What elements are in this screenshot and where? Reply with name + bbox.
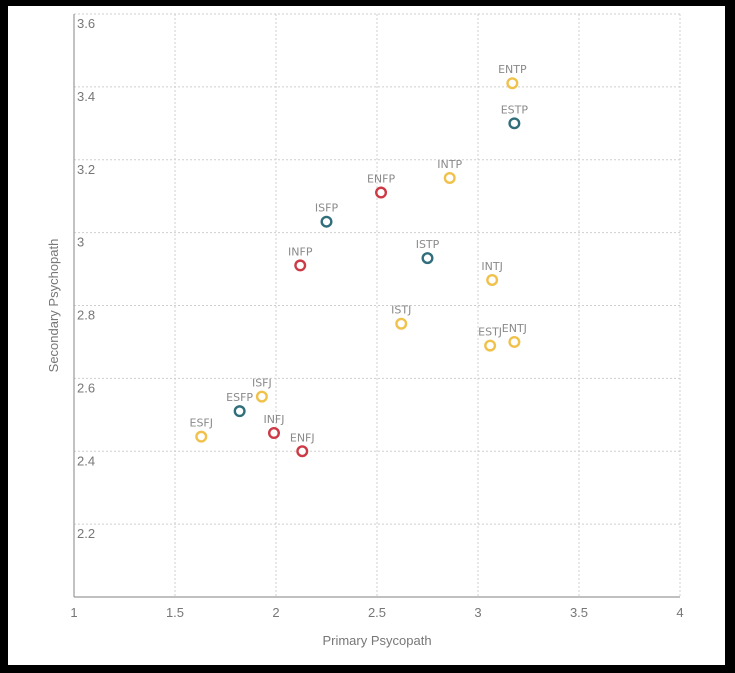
point-label-entj: ENTJ (502, 322, 527, 335)
x-tick-label: 4 (676, 605, 683, 620)
x-tick-label: 2.5 (368, 605, 386, 620)
axis-layer (73, 14, 680, 598)
point-label-esfj: ESFJ (190, 417, 214, 430)
point-label-intj: INTJ (481, 260, 502, 273)
x-tick-label: 1 (70, 605, 77, 620)
point-infp (294, 259, 307, 272)
point-label-estj: ESTJ (478, 326, 502, 339)
y-tick-label: 2.4 (77, 453, 95, 468)
y-axis-title: Secondary Psychopath (46, 239, 61, 373)
tick-label-layer: 1 1.5 2 2.5 3 3.5 4 2.2 2.4 2.6 2.8 3 3.2 3.4 3.6 (70, 16, 683, 620)
point-label-isfj: ISFJ (252, 377, 272, 390)
x-tick-label: 3 (474, 605, 481, 620)
y-tick-label: 2.2 (77, 526, 95, 541)
point-isfj (255, 390, 268, 403)
point-istp (421, 252, 434, 265)
grid-layer (74, 13, 681, 597)
point-enfj (296, 445, 309, 458)
point-esfp (233, 405, 246, 418)
scatter-chart: 1 1.5 2 2.5 3 3.5 4 2.2 2.4 2.6 2.8 3 3.2 3.4 3.6 ENTP… (46, 13, 684, 648)
y-tick-label: 2.6 (77, 380, 95, 395)
x-tick-label: 2 (272, 605, 279, 620)
point-infj (267, 427, 280, 440)
y-tick-label: 2.8 (77, 308, 95, 323)
point-label-istp: ISTP (416, 238, 440, 251)
point-layer: ENTP ESTP INTP ENFP ISFP ISTP INFP INTJ ISTJ ESTJ… (190, 63, 529, 458)
y-tick-label: 3.6 (77, 16, 95, 31)
point-label-istj: ISTJ (391, 304, 411, 317)
point-esfj (195, 430, 208, 443)
point-label-enfj: ENFJ (290, 431, 315, 444)
point-isfp (320, 215, 333, 228)
x-tick-label: 1.5 (166, 605, 184, 620)
point-estj (484, 339, 497, 352)
point-enfp (375, 186, 388, 199)
point-estp (508, 117, 521, 130)
chart-frame: 1 1.5 2 2.5 3 3.5 4 2.2 2.4 2.6 2.8 3 3.2 3.4 3.6 ENTP… (8, 6, 725, 665)
point-entj (508, 335, 521, 348)
point-label-entp: ENTP (498, 63, 527, 76)
y-tick-label: 3.2 (77, 162, 95, 177)
y-tick-label: 3.4 (77, 89, 95, 104)
point-intj (486, 273, 499, 286)
point-label-isfp: ISFP (315, 202, 339, 215)
point-intp (443, 171, 456, 184)
point-label-estp: ESTP (501, 103, 529, 116)
x-tick-label: 3.5 (570, 605, 588, 620)
point-istj (395, 317, 408, 330)
point-label-infj: INFJ (263, 413, 284, 426)
point-entp (506, 77, 519, 90)
point-label-enfp: ENFP (367, 173, 396, 186)
point-label-infp: INFP (288, 245, 313, 258)
point-label-intp: INTP (437, 158, 462, 171)
y-tick-label: 3 (77, 235, 84, 250)
point-label-esfp: ESFP (226, 391, 253, 404)
x-axis-title: Primary Psycopath (322, 633, 431, 648)
